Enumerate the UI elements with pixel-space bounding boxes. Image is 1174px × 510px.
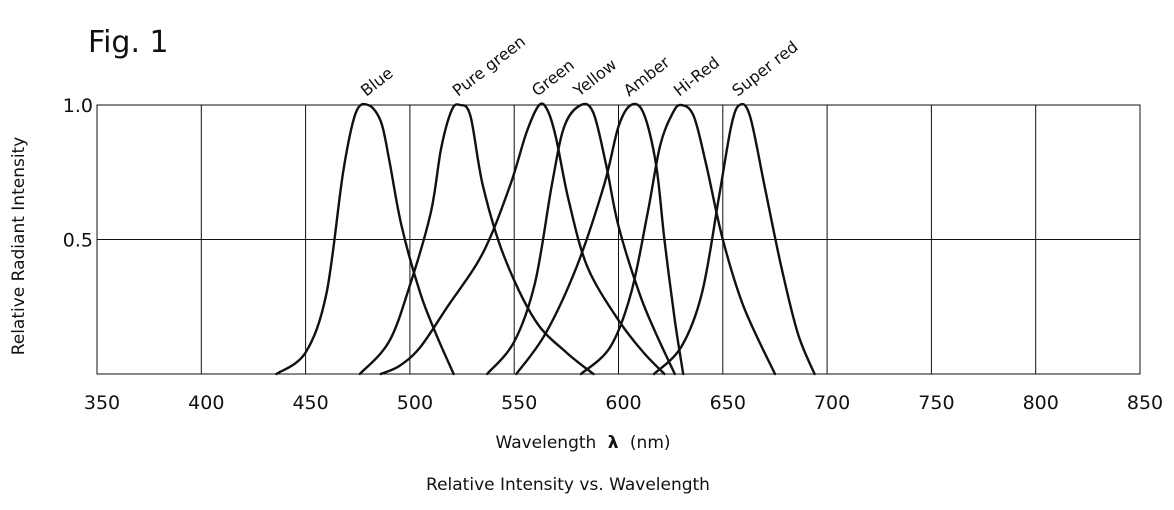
plot-frame xyxy=(96,104,1141,375)
series-line-green xyxy=(379,102,666,376)
x-tick-label: 400 xyxy=(188,392,224,414)
x-tick-label: 700 xyxy=(814,392,850,414)
x-tick-label: 450 xyxy=(292,392,328,414)
x-axis-label: Wavelength λ (nm) xyxy=(495,433,670,453)
series-label-blue: Blue xyxy=(357,63,397,100)
figure-label: Fig. 1 xyxy=(88,25,169,60)
y-tick-label: 0.5 xyxy=(63,230,93,252)
grid xyxy=(97,105,1140,374)
y-tick-labels: 1.0 0.5 xyxy=(63,95,93,252)
series-label-pure-green: Pure green xyxy=(449,32,529,100)
x-tick-label: 650 xyxy=(710,392,746,414)
x-tick-label: 750 xyxy=(918,392,954,414)
chart-caption: Relative Intensity vs. Wavelength xyxy=(426,475,710,495)
series-line-pure-green xyxy=(358,103,595,376)
x-axis-unit: (nm) xyxy=(630,433,671,453)
series-line-blue xyxy=(275,102,455,376)
series-lines xyxy=(275,102,816,376)
x-tick-label: 350 xyxy=(84,392,120,414)
series-line-super-red xyxy=(652,102,816,376)
series-label-super-red: Super red xyxy=(728,37,801,100)
series-line-hi-red xyxy=(579,103,777,376)
y-axis-label: Relative Radiant Intensity xyxy=(9,137,29,356)
series-line-amber xyxy=(515,102,685,376)
series-label-green: Green xyxy=(528,55,578,100)
series-label-amber: Amber xyxy=(620,52,674,100)
x-tick-label: 500 xyxy=(397,392,433,414)
series-label-hi-red: Hi-Red xyxy=(670,53,723,100)
x-tick-label: 550 xyxy=(501,392,537,414)
y-tick-label: 1.0 xyxy=(63,95,93,117)
x-tick-labels: 350 400 450 500 550 600 650 700 750 800 850 xyxy=(84,392,1163,414)
series-line-yellow xyxy=(485,102,676,376)
x-tick-label: 600 xyxy=(605,392,641,414)
series-label-yellow: Yellow xyxy=(569,55,620,101)
x-axis-label-text: Wavelength xyxy=(495,433,596,453)
x-tick-label: 800 xyxy=(1023,392,1059,414)
lambda-symbol: λ xyxy=(608,433,619,453)
x-tick-label: 850 xyxy=(1127,392,1163,414)
